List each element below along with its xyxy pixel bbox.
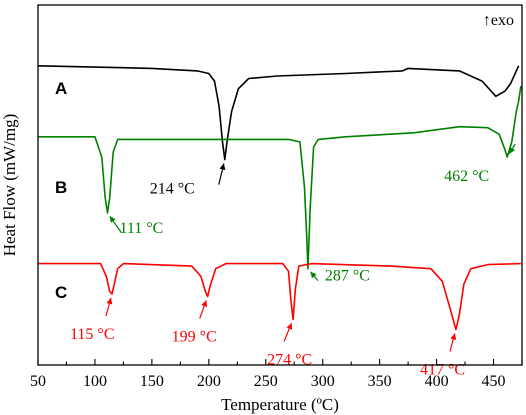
series-layer xyxy=(37,65,522,331)
peak-arrowhead xyxy=(109,216,116,223)
y-axis-label: Heat Flow (mW/mg) xyxy=(0,114,19,257)
peak-label: 199 °C xyxy=(172,329,217,346)
peak-label: 274 °C xyxy=(267,351,312,368)
x-tick-label: 300 xyxy=(311,373,335,390)
peak-label: 417 °C xyxy=(420,362,465,379)
peak-arrowhead xyxy=(509,147,515,154)
x-tick-label: 200 xyxy=(197,373,221,390)
peak-arrowhead xyxy=(286,323,293,330)
peak-arrowhead xyxy=(450,333,457,340)
x-tick-label: 50 xyxy=(30,373,46,390)
series-letter-b: B xyxy=(55,178,67,197)
x-axis: 50 100 150 200 250 300 350 400 450 xyxy=(30,359,523,390)
series-letter-a: A xyxy=(55,79,67,98)
peak-arrowhead xyxy=(219,163,226,171)
exo-annotation: ↑exo xyxy=(483,12,514,29)
peak-arrowhead xyxy=(201,300,208,307)
x-tick-label: 100 xyxy=(83,373,107,390)
x-tick-label: 450 xyxy=(482,373,506,390)
peak-label: 214 °C xyxy=(150,181,195,198)
x-tick-label: 150 xyxy=(140,373,164,390)
peak-label: 115 °C xyxy=(70,326,114,343)
series-letter-c: C xyxy=(55,283,67,302)
series-line-b xyxy=(38,85,522,270)
plot-frame xyxy=(37,4,523,366)
peak-arrowhead xyxy=(106,297,113,305)
peak-label: 287 °C xyxy=(325,268,370,285)
labels-layer: A 214 °C B 111 °C 287 °C 462 °C C 115 °C 199 °C 2… xyxy=(55,79,516,379)
peak-arrowhead xyxy=(310,271,317,279)
peak-label: 111 °C xyxy=(119,220,163,237)
x-tick-label: 250 xyxy=(254,373,278,390)
x-axis-label: Temperature (ºC) xyxy=(221,395,339,414)
series-line-c xyxy=(38,262,521,331)
series-line-a xyxy=(37,65,520,161)
x-tick-label: 400 xyxy=(425,373,449,390)
x-tick-label: 350 xyxy=(368,373,392,390)
peak-label: 462 °C xyxy=(444,168,489,185)
